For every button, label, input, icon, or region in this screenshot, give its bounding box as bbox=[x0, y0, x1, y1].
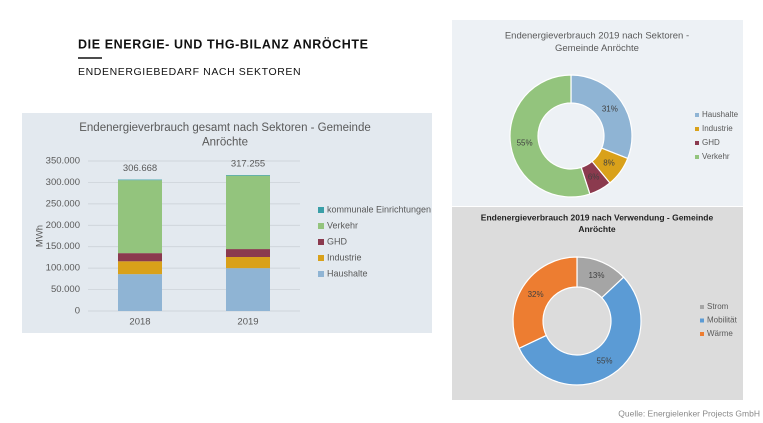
bar-segment bbox=[118, 274, 162, 311]
legend-label: Mobilität bbox=[707, 316, 738, 325]
legend-label: Haushalte bbox=[702, 110, 739, 119]
legend-swatch bbox=[695, 113, 699, 117]
data-label: 31% bbox=[602, 105, 618, 114]
data-label: 13% bbox=[588, 271, 604, 280]
legend-swatch bbox=[695, 127, 699, 131]
legend-swatch bbox=[318, 207, 324, 213]
legend-label: Industrie bbox=[327, 252, 362, 262]
y-tick-label: 250.000 bbox=[46, 198, 80, 209]
y-tick-label: 50.000 bbox=[51, 284, 80, 295]
bar-segment bbox=[226, 175, 270, 176]
bar-segment bbox=[226, 257, 270, 269]
y-tick-label: 100.000 bbox=[46, 263, 80, 274]
legend-swatch bbox=[318, 239, 324, 245]
y-tick-label: 300.000 bbox=[46, 177, 80, 188]
legend-label: Haushalte bbox=[327, 268, 368, 278]
y-tick-label: 0 bbox=[75, 306, 80, 317]
slide-title: DIE ENERGIE- UND THG-BILANZ ANRÖCHTE bbox=[78, 36, 369, 51]
legend-label: Verkehr bbox=[327, 220, 358, 230]
bar-segment bbox=[118, 253, 162, 262]
data-label: 8% bbox=[603, 159, 615, 168]
bar-segment bbox=[226, 175, 270, 250]
y-tick-label: 150.000 bbox=[46, 241, 80, 252]
legend-swatch bbox=[318, 271, 324, 277]
source: Quelle: Energielenker Projects GmbH bbox=[618, 408, 760, 418]
total-label: 317.255 bbox=[231, 159, 265, 170]
data-label: 55% bbox=[517, 138, 533, 147]
x-tick-label: 2019 bbox=[237, 317, 258, 328]
legend-swatch bbox=[695, 155, 699, 159]
data-label: 55% bbox=[597, 357, 613, 366]
bar-segment bbox=[118, 180, 162, 254]
legend-swatch bbox=[700, 305, 704, 309]
bar-segment bbox=[118, 179, 162, 181]
chart-title: Gemeinde Anröchte bbox=[555, 43, 639, 54]
chart-title: Anröchte bbox=[202, 137, 248, 149]
y-tick-label: 350.000 bbox=[46, 156, 80, 167]
y-axis-label: MWh bbox=[35, 225, 46, 247]
donut-slice bbox=[509, 74, 591, 198]
bar-segment bbox=[226, 249, 270, 257]
y-tick-label: 200.000 bbox=[46, 220, 80, 231]
legend-label: Industrie bbox=[702, 124, 733, 133]
legend-label: Wärme bbox=[707, 329, 733, 338]
legend-swatch bbox=[318, 255, 324, 261]
x-tick-label: 2018 bbox=[129, 317, 150, 328]
donut-slice bbox=[518, 276, 642, 386]
donut-slice bbox=[570, 74, 633, 160]
legend-swatch bbox=[318, 223, 324, 229]
legend-swatch bbox=[700, 332, 704, 336]
legend-label: kommunale Einrichtungen bbox=[327, 204, 431, 214]
legend-swatch bbox=[695, 141, 699, 145]
legend-label: GHD bbox=[327, 236, 348, 246]
legend-label: Verkehr bbox=[702, 152, 730, 161]
legend-swatch bbox=[700, 318, 704, 323]
chart-title: Endenergieverbrauch 2019 nach Verwendung… bbox=[481, 212, 714, 222]
chart-title: Anröchte bbox=[578, 224, 616, 234]
bar-segment bbox=[118, 261, 162, 275]
legend-label: Strom bbox=[707, 302, 729, 311]
slide-subtitle: ENDENERGIEBEDARF NACH SEKTOREN bbox=[78, 66, 301, 78]
data-label: 6% bbox=[588, 172, 600, 181]
data-label: 32% bbox=[528, 290, 544, 299]
bar-segment bbox=[226, 268, 270, 311]
donut-slice bbox=[512, 256, 578, 350]
chart-title: Endenergieverbrauch gesamt nach Sektoren… bbox=[79, 122, 371, 134]
total-label: 306.668 bbox=[123, 163, 157, 174]
chart-title: Endenergieverbrauch 2019 nach Sektoren - bbox=[505, 31, 689, 42]
legend-label: GHD bbox=[702, 138, 720, 147]
